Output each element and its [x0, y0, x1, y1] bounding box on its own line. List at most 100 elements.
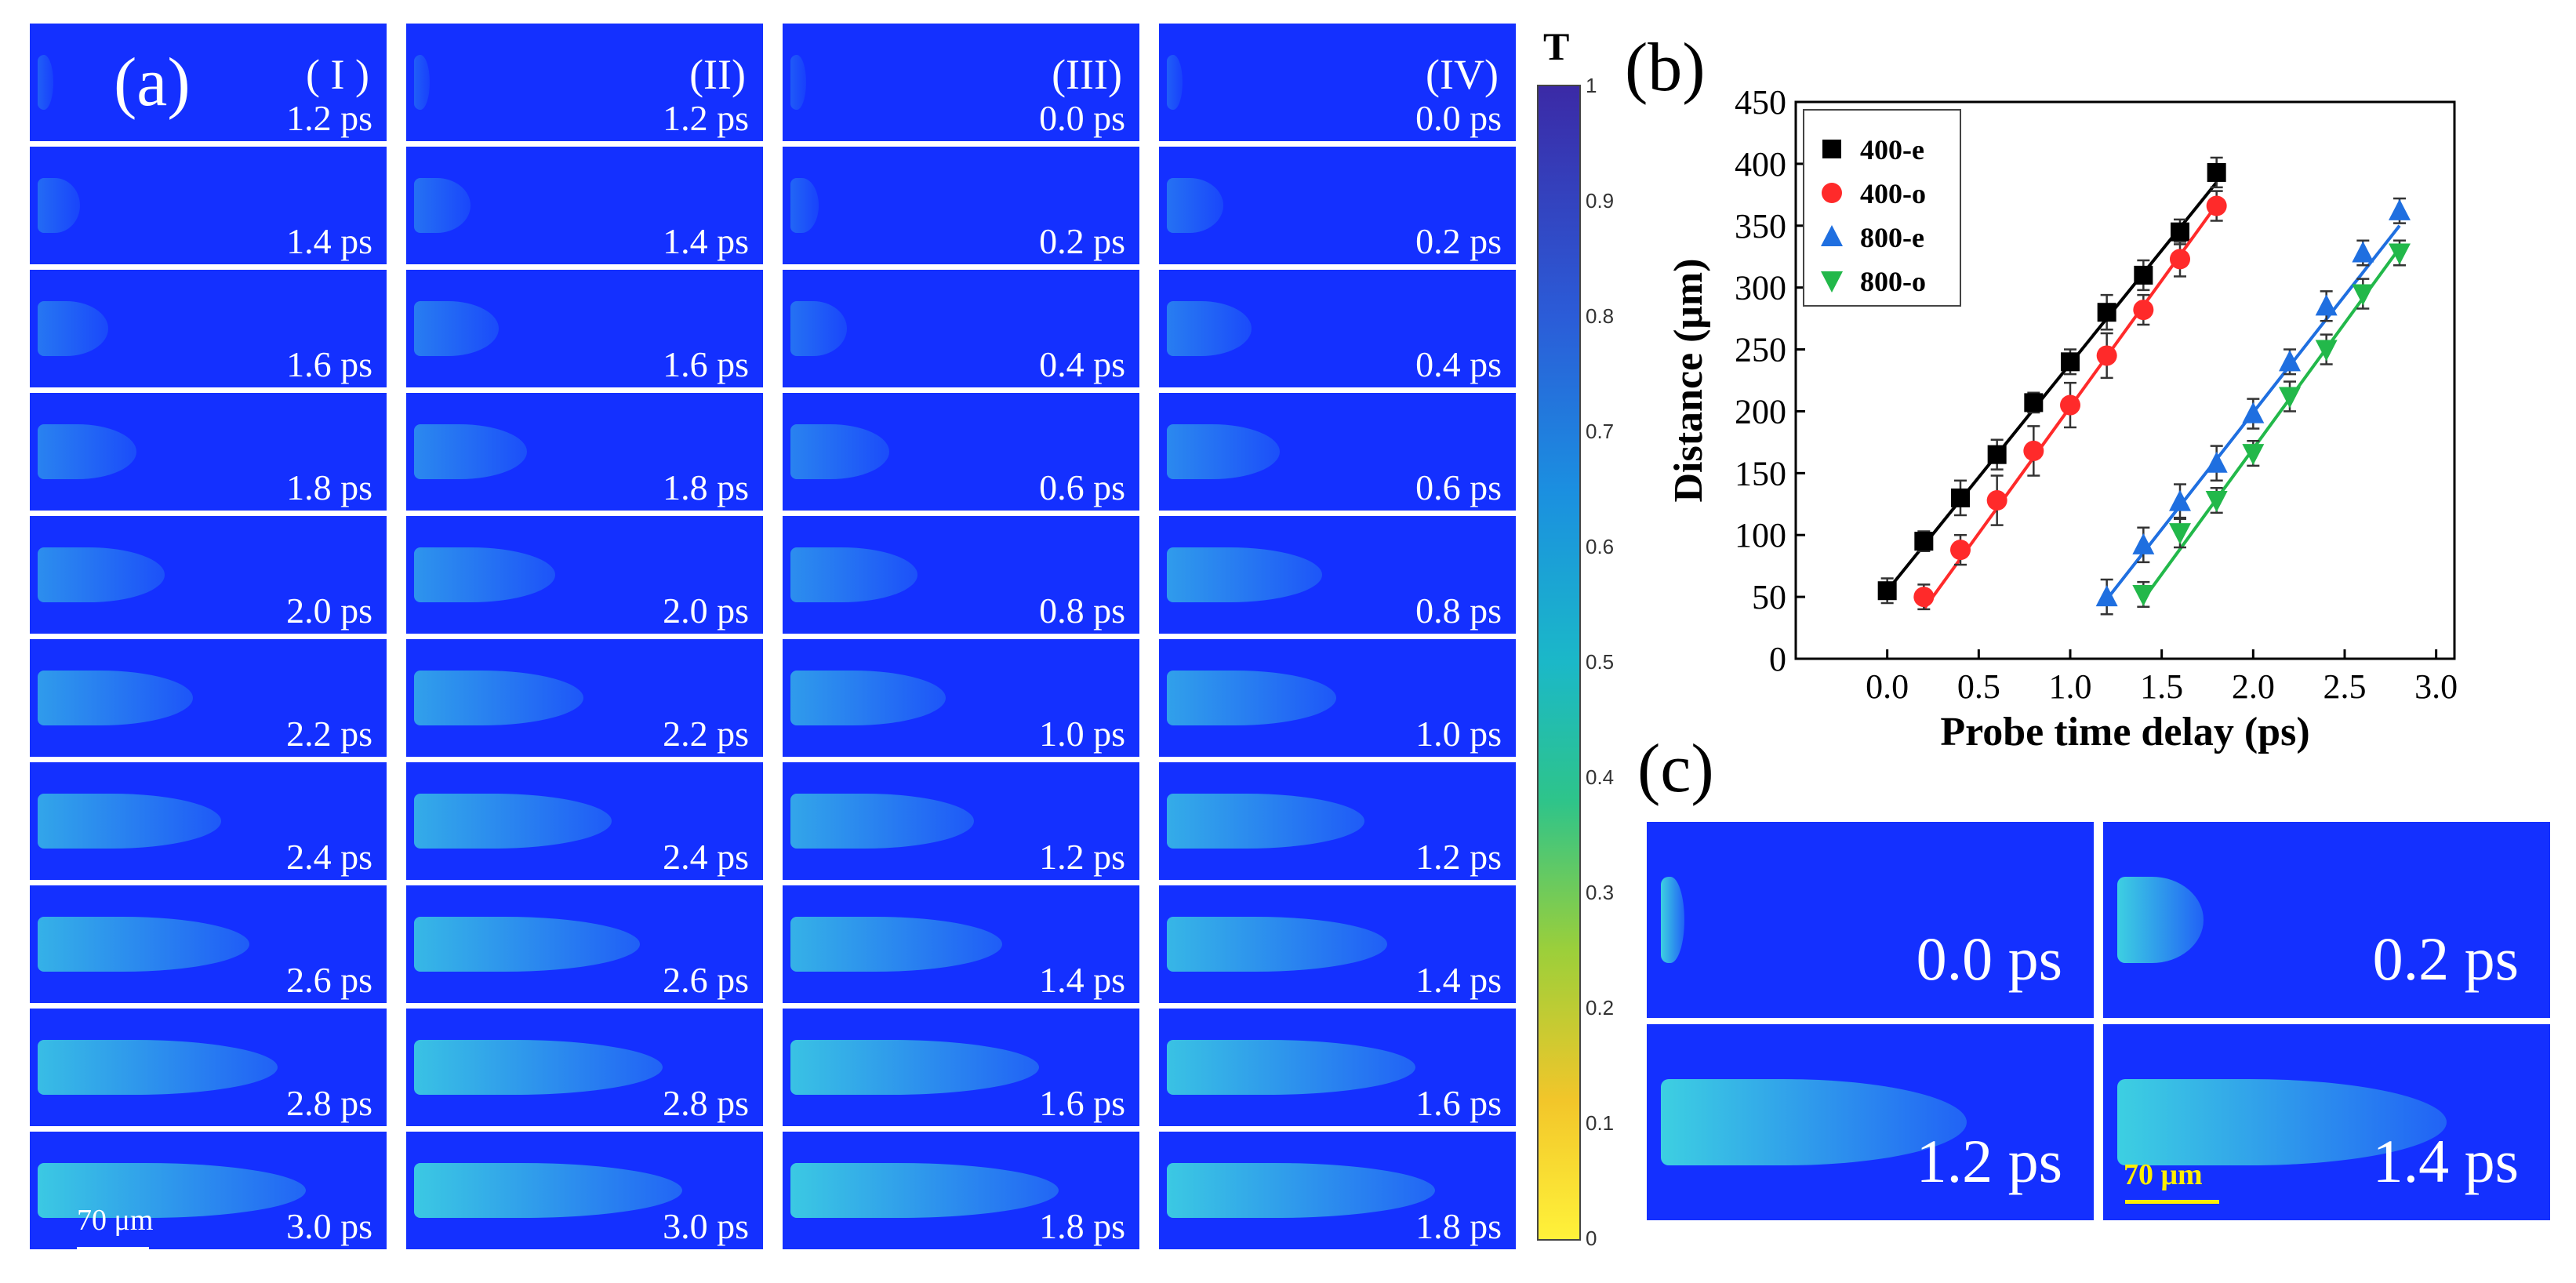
plume: [38, 301, 108, 356]
column-header-II: (II): [689, 51, 746, 98]
plume: [790, 794, 974, 849]
column-header-I: ( I ): [306, 51, 369, 98]
legend-label: 400-e: [1860, 134, 1924, 165]
frame-time-label: 1.4 ps: [2372, 1127, 2519, 1195]
plume: [790, 55, 806, 110]
data-point: [2352, 241, 2374, 263]
plume: [790, 178, 819, 233]
frame: 2.4 ps: [30, 762, 387, 880]
panel-a-label: (a): [114, 45, 191, 121]
frame-time-label: 1.6 ps: [1415, 1083, 1502, 1123]
data-point: [2095, 585, 2118, 607]
frame: 1.4 ps: [30, 147, 387, 264]
y-axis-label: Distance (μm): [1666, 258, 1711, 502]
frame: 1.6 ps: [783, 1009, 1139, 1126]
data-point: [2169, 523, 2191, 545]
plume: [1661, 877, 1684, 963]
legend-label: 800-e: [1860, 222, 1924, 253]
frame-time-label: 3.0 ps: [286, 1206, 372, 1246]
frame: 1.0 ps: [1159, 639, 1516, 757]
data-point: [2060, 394, 2080, 416]
colorbar-title: T: [1543, 24, 1570, 68]
frame-time-label: 3.0 ps: [663, 1206, 749, 1246]
plume: [414, 1040, 663, 1095]
plume: [790, 1040, 1039, 1095]
plume: [2117, 1079, 2447, 1165]
x-tick-label: 1.5: [2140, 667, 2183, 706]
data-point: [2205, 491, 2228, 513]
frame: 0.0 ps: [1159, 24, 1516, 141]
data-point: [2023, 440, 2044, 461]
frame-time-label: 2.0 ps: [286, 591, 372, 631]
data-point: [1951, 488, 1970, 507]
frame: 3.0 ps: [30, 1132, 387, 1249]
frame: 0.4 ps: [1159, 270, 1516, 387]
panel-c-label: (c): [1637, 731, 1714, 807]
frame: 0.2 ps: [783, 147, 1139, 264]
colorbar-tick-label: 0.1: [1586, 1111, 1615, 1135]
frame-time-label: 2.2 ps: [663, 714, 749, 754]
x-tick-label: 1.0: [2049, 667, 2092, 706]
data-point: [1986, 490, 2007, 511]
frame: 1.2 ps: [783, 762, 1139, 880]
frame-time-label: 2.2 ps: [286, 714, 372, 754]
frame-time-label: 1.2 ps: [286, 98, 372, 138]
data-point: [2134, 265, 2153, 285]
colorbar-tick-label: 0.5: [1586, 650, 1615, 674]
frame: 1.6 ps: [1159, 1009, 1516, 1126]
frame: 1.0 ps: [783, 639, 1139, 757]
panel-a: 1.2 ps 1.4 ps 1.6 ps 1.8 ps 2.0 ps 2.2 ps 2.4 …: [30, 24, 1516, 1251]
plume: [38, 917, 249, 972]
plume: [414, 301, 499, 356]
data-point: [2242, 444, 2265, 466]
panel-c-frame: 1.2 ps: [1647, 1024, 2094, 1220]
frame: 1.8 ps: [406, 393, 763, 511]
frame-time-label: 2.6 ps: [663, 960, 749, 1000]
frame: 1.8 ps: [783, 1132, 1139, 1249]
fit-line: [1886, 181, 2218, 592]
frame-time-label: 2.0 ps: [663, 591, 749, 631]
frame-time-label: 1.0 ps: [1039, 714, 1125, 754]
frame: 1.8 ps: [1159, 1132, 1516, 1249]
legend-label: 400-o: [1860, 178, 1926, 209]
y-tick-label: 100: [1735, 516, 1786, 554]
plume: [790, 301, 847, 356]
data-point: [1822, 183, 1842, 203]
data-point: [1821, 271, 1843, 293]
x-tick-label: 0.0: [1866, 667, 1909, 706]
colorbar-tick-label: 0: [1586, 1227, 1597, 1250]
plume: [790, 917, 1002, 972]
plume: [790, 547, 917, 602]
colorbar-tick-label: 0.3: [1586, 881, 1615, 904]
data-point: [2132, 584, 2155, 606]
panel-c-frame: 1.4 ps: [2103, 1024, 2550, 1220]
plume: [38, 424, 136, 479]
colorbar-tick-label: 0.7: [1586, 420, 1615, 443]
frame: 2.2 ps: [406, 639, 763, 757]
plume: [1167, 794, 1364, 849]
frame-time-label: 1.2 ps: [1039, 837, 1125, 877]
x-tick-label: 3.0: [2414, 667, 2458, 706]
y-tick-label: 450: [1735, 83, 1786, 122]
frame-time-label: 1.8 ps: [1039, 1206, 1125, 1246]
data-point: [2279, 387, 2301, 409]
frame-time-label: 1.2 ps: [1916, 1127, 2062, 1195]
frame-time-label: 1.8 ps: [286, 467, 372, 507]
colorbar-tick-label: 0.2: [1586, 996, 1615, 1019]
y-tick-label: 0: [1769, 640, 1786, 678]
plume: [414, 55, 430, 110]
plume: [38, 671, 193, 725]
fit-line: [2142, 246, 2401, 601]
data-point: [2242, 402, 2265, 423]
frame-time-label: 0.2 ps: [1415, 221, 1502, 261]
frame: 0.6 ps: [783, 393, 1139, 511]
y-tick-label: 300: [1735, 269, 1786, 307]
frame: 2.8 ps: [30, 1009, 387, 1126]
colorbar: [1537, 85, 1581, 1241]
plume: [414, 671, 583, 725]
plume: [1167, 547, 1322, 602]
colorbar-tick-label: 1: [1586, 74, 1597, 97]
frame: 1.2 ps: [406, 24, 763, 141]
data-point: [1913, 587, 1935, 608]
frame: 1.6 ps: [30, 270, 387, 387]
